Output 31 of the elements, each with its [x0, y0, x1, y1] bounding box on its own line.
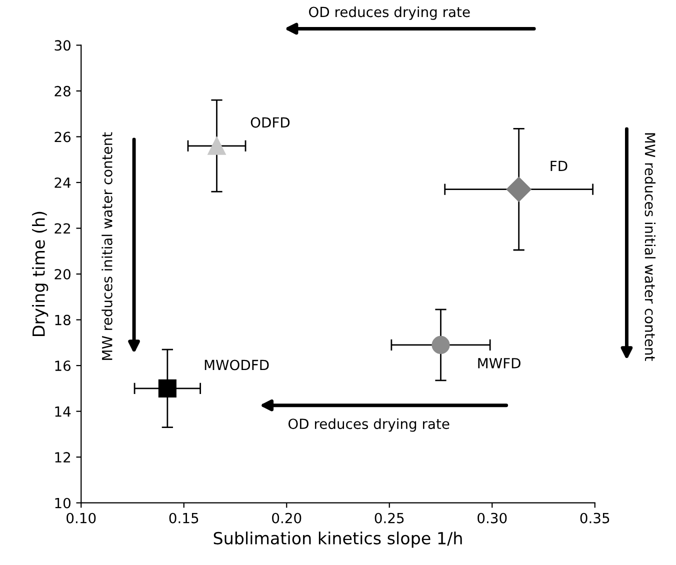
y-tick-label: 26: [54, 132, 71, 142]
text: OD reduces drying rate: [309, 6, 470, 20]
point: [158, 379, 176, 398]
y-axis-title: Drying time (h): [32, 212, 48, 336]
y-tick-label: 24: [54, 177, 71, 188]
x-tick-label: 0.20: [272, 512, 302, 524]
y-tick-label: 30: [54, 40, 70, 51]
text: ODFD: [250, 117, 290, 128]
y-tick-label: 16: [55, 360, 71, 372]
x-tick-label: 0.30: [478, 512, 507, 524]
y-tick-label: 12: [55, 452, 70, 462]
x-tick-label: 0.10: [66, 512, 96, 524]
y-tick-label: 10: [55, 498, 70, 508]
x-tick-label: 0.15: [169, 512, 198, 524]
annotation: MW reduces initial water content: [102, 132, 112, 360]
y-tick-label: 14: [55, 406, 71, 417]
x-tick-label: 0.25: [374, 512, 404, 524]
y-tick-label: 28: [54, 86, 70, 96]
x-axis-title: Sublimation kinetics slope 1/h: [214, 532, 462, 548]
point: [208, 136, 226, 155]
text: MWFD: [478, 358, 520, 368]
point: [506, 176, 532, 202]
text: MWODFD: [204, 360, 269, 370]
series-label: FD: [550, 160, 568, 171]
point: [432, 336, 450, 354]
text: MW reduces initial water content: [644, 133, 656, 361]
y-tick-label: 22: [54, 223, 70, 234]
annotation: OD reduces drying rate: [288, 418, 450, 432]
y-tick-label: 18: [55, 314, 70, 326]
x-tick-label: 0.35: [580, 512, 610, 524]
y-tick-label: 20: [54, 268, 70, 280]
